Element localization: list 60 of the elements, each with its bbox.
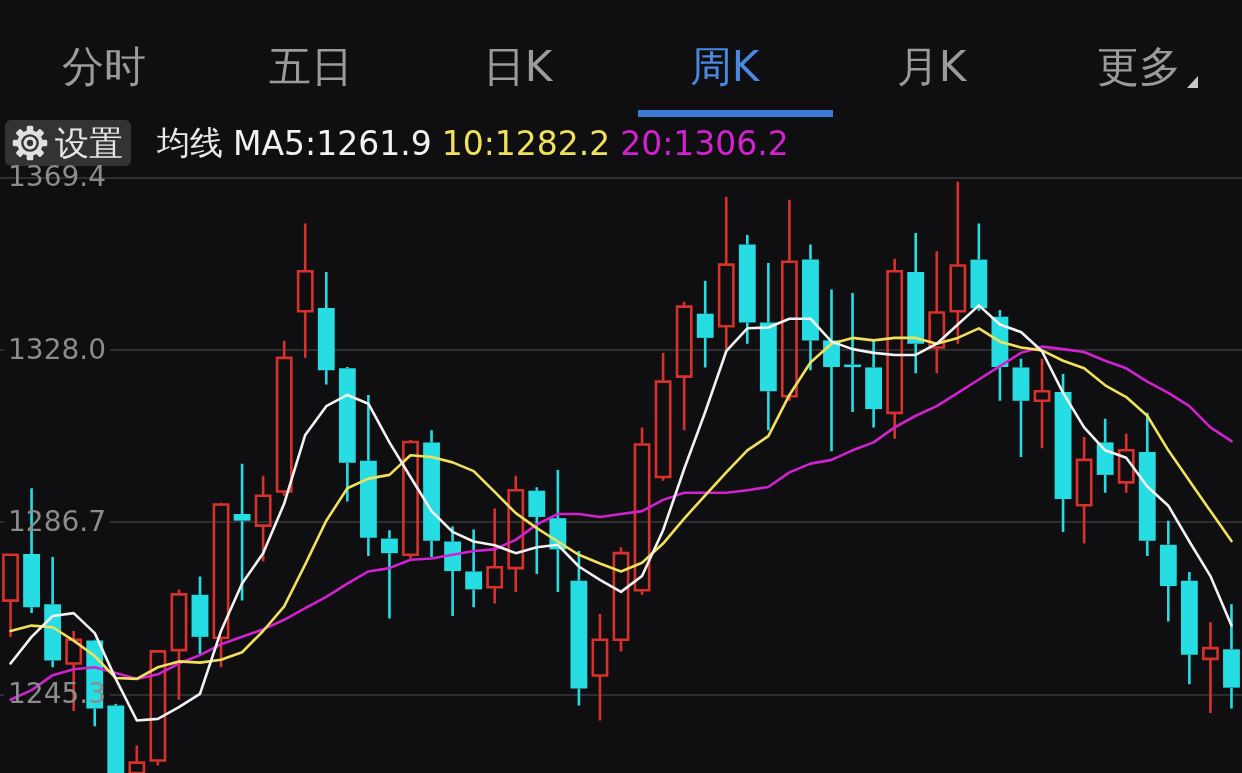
y-tick-label: 1328.0 [8,332,106,366]
text: 20:1306.2 [620,123,789,163]
candlestick [570,549,588,707]
candlestick [1075,435,1093,545]
candlestick [528,486,546,576]
candlestick [907,231,925,375]
candlestick [970,222,988,313]
candlestick [423,429,440,559]
candlestick [1033,357,1051,450]
candlestick [675,300,693,432]
candlestick [507,474,525,594]
text: 周K [689,42,760,91]
candlestick [44,555,62,669]
candlestick [2,553,19,639]
candlestick [949,180,967,346]
candlestick [591,612,609,722]
candlestick [865,339,883,429]
candlestick [486,507,504,605]
candlestick [1096,417,1114,495]
text: 五日 [268,42,353,91]
candlestick [696,279,714,369]
candlestick [738,233,756,346]
candlestick [1159,519,1177,623]
text: 设置 [55,123,123,163]
text: MA5:1261.9 [233,123,432,163]
candlestick [1054,372,1072,534]
candlestick [759,261,777,432]
candlestick [317,270,335,386]
candlestick [381,528,398,620]
candlestick [296,222,314,360]
candlestick [1117,432,1135,495]
text: 日K [482,42,553,91]
candlestick [654,351,672,483]
candlestick [275,339,293,497]
candlestick [717,195,735,351]
candlestick [633,426,651,597]
candlestick [465,528,483,609]
candlestick [780,198,798,403]
candlestick [928,249,946,375]
candlestick [359,393,377,558]
candlestick [107,702,125,773]
candlestick [212,501,230,669]
text: 分时 [61,42,146,91]
candlestick [1012,357,1030,459]
candlestick [233,462,251,602]
legend-title: 均线 [157,121,223,164]
y-tick-label: 1369.4 [8,160,106,194]
candlestick [1180,570,1198,686]
candlestick [254,474,272,563]
candlestick [886,257,904,440]
candlestick [802,243,819,372]
candlestick [1202,620,1219,715]
candlestick [444,525,462,618]
text: 更多 [1096,42,1181,91]
candlestick [1138,411,1156,558]
text: 10:1282.2 [441,123,611,163]
candlestick [1223,603,1240,710]
candlestick [170,588,188,702]
text: 月K [896,42,967,91]
candlestick [191,575,209,656]
